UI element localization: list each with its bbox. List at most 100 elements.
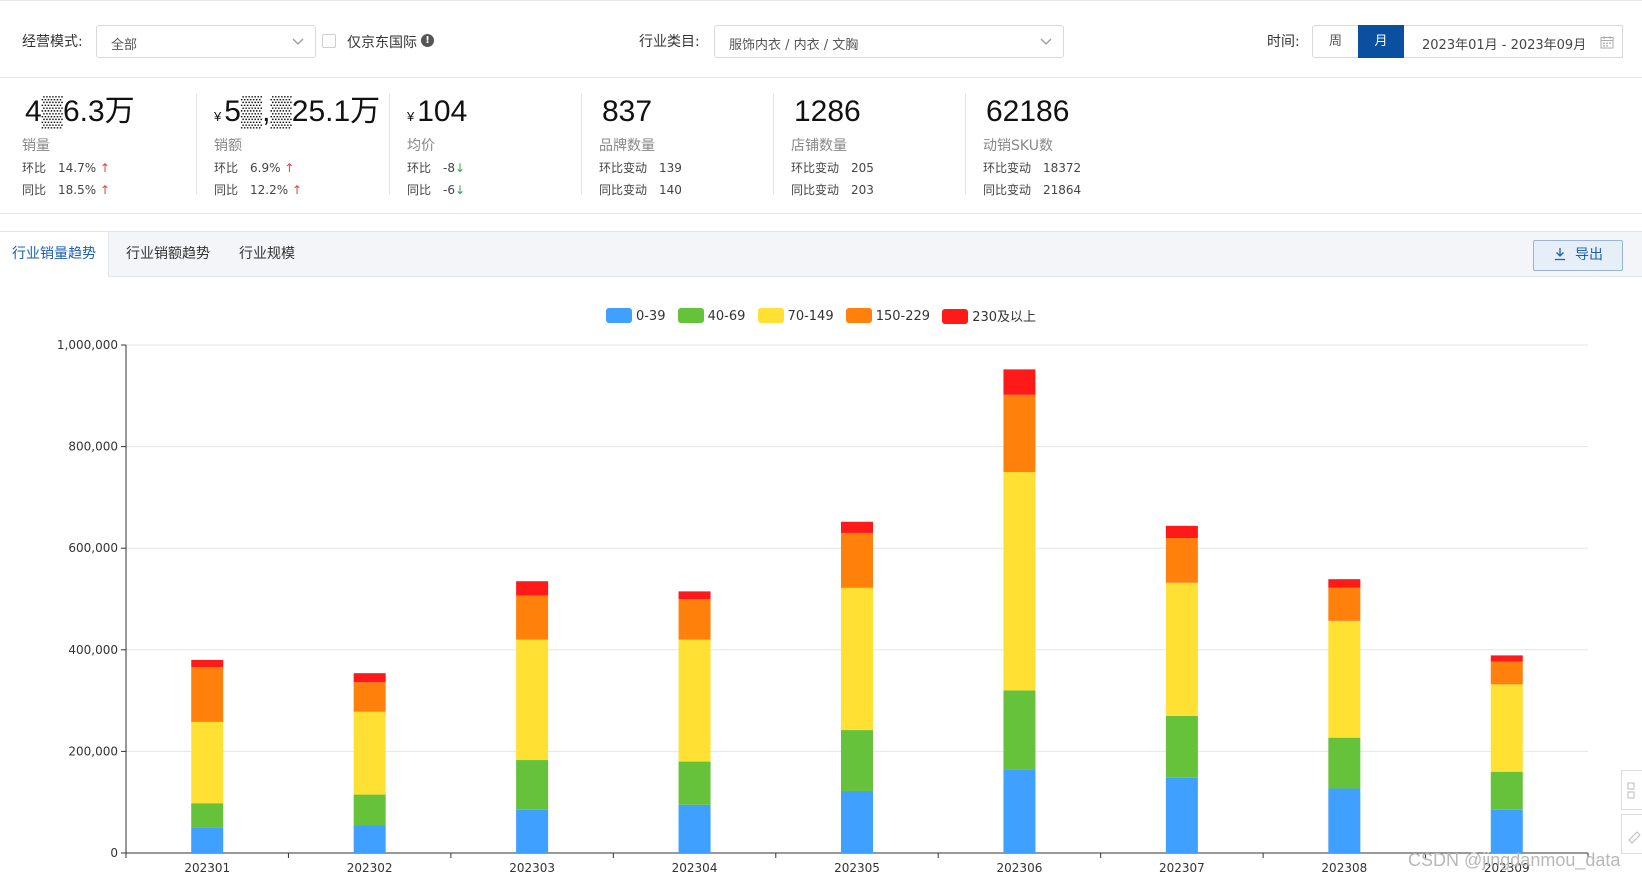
arrow-up-icon: ↑: [99, 161, 111, 175]
bar-segment-202305-0-39: [841, 791, 873, 853]
bar-segment-202307-40-69: [1165, 715, 1198, 778]
bar-segment-202305-40-69: [841, 730, 873, 792]
stat-card-brand-count: 837 品牌数量 环比变动 139 同比变动 140: [581, 94, 682, 197]
x-tick-label: 202305: [834, 861, 880, 875]
bar-segment-202302-0-39: [353, 825, 386, 853]
tab-industry-scale[interactable]: 行业规模: [239, 246, 295, 262]
bar-segment-202308-150-229: [1328, 587, 1361, 621]
legend-item-70-149[interactable]: 70-149: [757, 307, 834, 324]
legend-item-150-229[interactable]: 150-229: [845, 307, 930, 324]
chart-tabs: 行业销量趋势 行业销额趋势 行业规模 导出: [0, 231, 1642, 277]
bar-segment-202309-150-229: [1490, 661, 1523, 685]
stat-mom: 环比变动 205: [791, 161, 874, 175]
stacked-bar-chart: 0 200,000 400,000 600,000 800,000 1,000,000 20…: [57, 338, 1589, 875]
filter-bar: 经营模式: 全部 仅京东国际 ! 行业类目: 服饰内衣 / 内衣 / 文胸 时间…: [0, 0, 1642, 78]
stat-name: 动销SKU数: [983, 138, 1053, 154]
bar-segment-202301-40-69: [191, 803, 224, 828]
bar-segment-202306-230及以上: [1003, 369, 1036, 395]
time-label: 时间:: [1267, 34, 1300, 50]
stat-yoy: 同比 -6↓: [407, 183, 466, 197]
jd-intl-checkbox[interactable]: [322, 34, 336, 48]
export-label: 导出: [1575, 247, 1603, 263]
bar-segment-202309-40-69: [1490, 771, 1523, 810]
bar-segment-202303-0-39: [516, 809, 549, 853]
stat-yoy: 同比变动 21864: [983, 183, 1082, 197]
stat-yoy: 同比 12.2% ↑: [214, 183, 303, 197]
watermark: CSDN @jingdanmou_data: [1408, 850, 1621, 870]
bar-segment-202304-230及以上: [678, 591, 711, 599]
stat-card-avg-price: ¥104 均价 环比 -8↓ 同比 -6↓: [389, 94, 468, 197]
export-button[interactable]: 导出: [1533, 240, 1623, 271]
stat-name: 均价: [407, 138, 435, 154]
x-tick-label: 202308: [1321, 861, 1367, 875]
mode-select-value: 全部: [111, 38, 138, 53]
bar-segment-202306-150-229: [1003, 394, 1036, 472]
arrow-up-icon: ↑: [291, 183, 303, 197]
period-month-button[interactable]: 月: [1358, 25, 1404, 58]
bar-segment-202306-70-149: [1003, 472, 1036, 691]
bar-segment-202302-230及以上: [353, 673, 386, 683]
x-tick-label: 202302: [347, 861, 393, 875]
tab-sales-amount-trend[interactable]: 行业销额趋势: [126, 246, 210, 262]
legend-item-0-39[interactable]: 0-39: [605, 307, 665, 324]
bar-segment-202304-0-39: [678, 804, 711, 853]
date-range-value: 2023年01月 - 2023年09月: [1422, 38, 1587, 53]
bar-segment-202303-40-69: [516, 760, 549, 810]
category-label: 行业类目:: [639, 34, 700, 50]
bar-segment-202309-0-39: [1490, 809, 1523, 853]
period-week-button[interactable]: 周: [1312, 25, 1359, 58]
mode-label: 经营模式:: [22, 34, 83, 50]
bar-segment-202305-230及以上: [841, 521, 873, 533]
bar-segment-202305-70-149: [841, 587, 873, 731]
chevron-down-icon: [1040, 38, 1052, 45]
bar-segment-202308-40-69: [1328, 737, 1361, 789]
bar-segment-202302-150-229: [353, 682, 386, 712]
bar-segment-202307-70-149: [1165, 582, 1198, 716]
date-range-picker[interactable]: 2023年01月 - 2023年09月: [1404, 25, 1623, 58]
stat-name: 销量: [22, 138, 50, 154]
side-tool-grid[interactable]: [1621, 770, 1642, 810]
chart-legend: 0-39 40-69 70-149 150-229 230及以上: [0, 306, 1642, 326]
bar-segment-202302-40-69: [353, 794, 386, 826]
bar-segment-202304-40-69: [678, 761, 711, 805]
stat-yoy: 同比变动 203: [791, 183, 874, 197]
bar-segment-202308-230及以上: [1328, 579, 1361, 588]
stat-mom: 环比 6.9% ↑: [214, 161, 295, 175]
bar-segment-202309-230及以上: [1490, 655, 1523, 662]
legend-item-230-plus[interactable]: 230及以上: [942, 306, 1036, 325]
stat-card-sales-volume: 4▒6.3万 销量 环比 14.7% ↑ 同比 18.5% ↑: [22, 94, 135, 197]
info-icon[interactable]: !: [421, 34, 434, 47]
stat-mom: 环比变动 18372: [983, 161, 1082, 175]
bar-segment-202305-150-229: [841, 532, 873, 588]
bar-segment-202304-70-149: [678, 639, 711, 762]
stat-card-sales-amount: ¥5▒,▒25.1万 销额 环比 6.9% ↑ 同比 12.2% ↑: [196, 94, 380, 197]
bar-segment-202301-70-149: [191, 721, 224, 804]
arrow-up-icon: ↑: [99, 183, 111, 197]
stat-mom: 环比 -8↓: [407, 161, 466, 175]
tab-sales-volume-trend[interactable]: 行业销量趋势: [0, 232, 109, 277]
jd-intl-label: 仅京东国际: [347, 35, 417, 51]
bar-segment-202307-150-229: [1165, 538, 1198, 583]
y-tick-label: 0: [110, 846, 118, 860]
calendar-icon: [1600, 36, 1614, 49]
x-tick-label: 202304: [672, 861, 718, 875]
category-select[interactable]: 服饰内衣 / 内衣 / 文胸: [714, 25, 1064, 58]
edit-icon: [1628, 831, 1641, 844]
stat-mom: 环比 14.7% ↑: [22, 161, 111, 175]
legend-item-40-69[interactable]: 40-69: [677, 307, 745, 324]
x-tick-label: 202309: [1484, 861, 1530, 875]
stat-name: 品牌数量: [599, 138, 655, 154]
bar-segment-202303-70-149: [516, 639, 549, 761]
stat-card-sku-count: 62186 动销SKU数 环比变动 18372 同比变动 21864: [965, 94, 1082, 197]
stat-value: ¥104: [407, 95, 468, 128]
stats-panel: 4▒6.3万 销量 环比 14.7% ↑ 同比 18.5% ↑ ¥5▒,▒25.1万…: [0, 80, 1642, 214]
mode-select[interactable]: 全部: [96, 25, 316, 58]
arrow-down-icon: ↓: [454, 183, 466, 197]
bar-segment-202303-150-229: [516, 595, 549, 640]
bar-segment-202302-70-149: [353, 711, 386, 795]
x-tick-label: 202306: [997, 861, 1043, 875]
y-tick-label: 800,000: [68, 440, 118, 454]
bar-segment-202307-230及以上: [1165, 525, 1198, 539]
chevron-down-icon: [292, 38, 304, 45]
side-tool-edit[interactable]: [1621, 814, 1642, 854]
